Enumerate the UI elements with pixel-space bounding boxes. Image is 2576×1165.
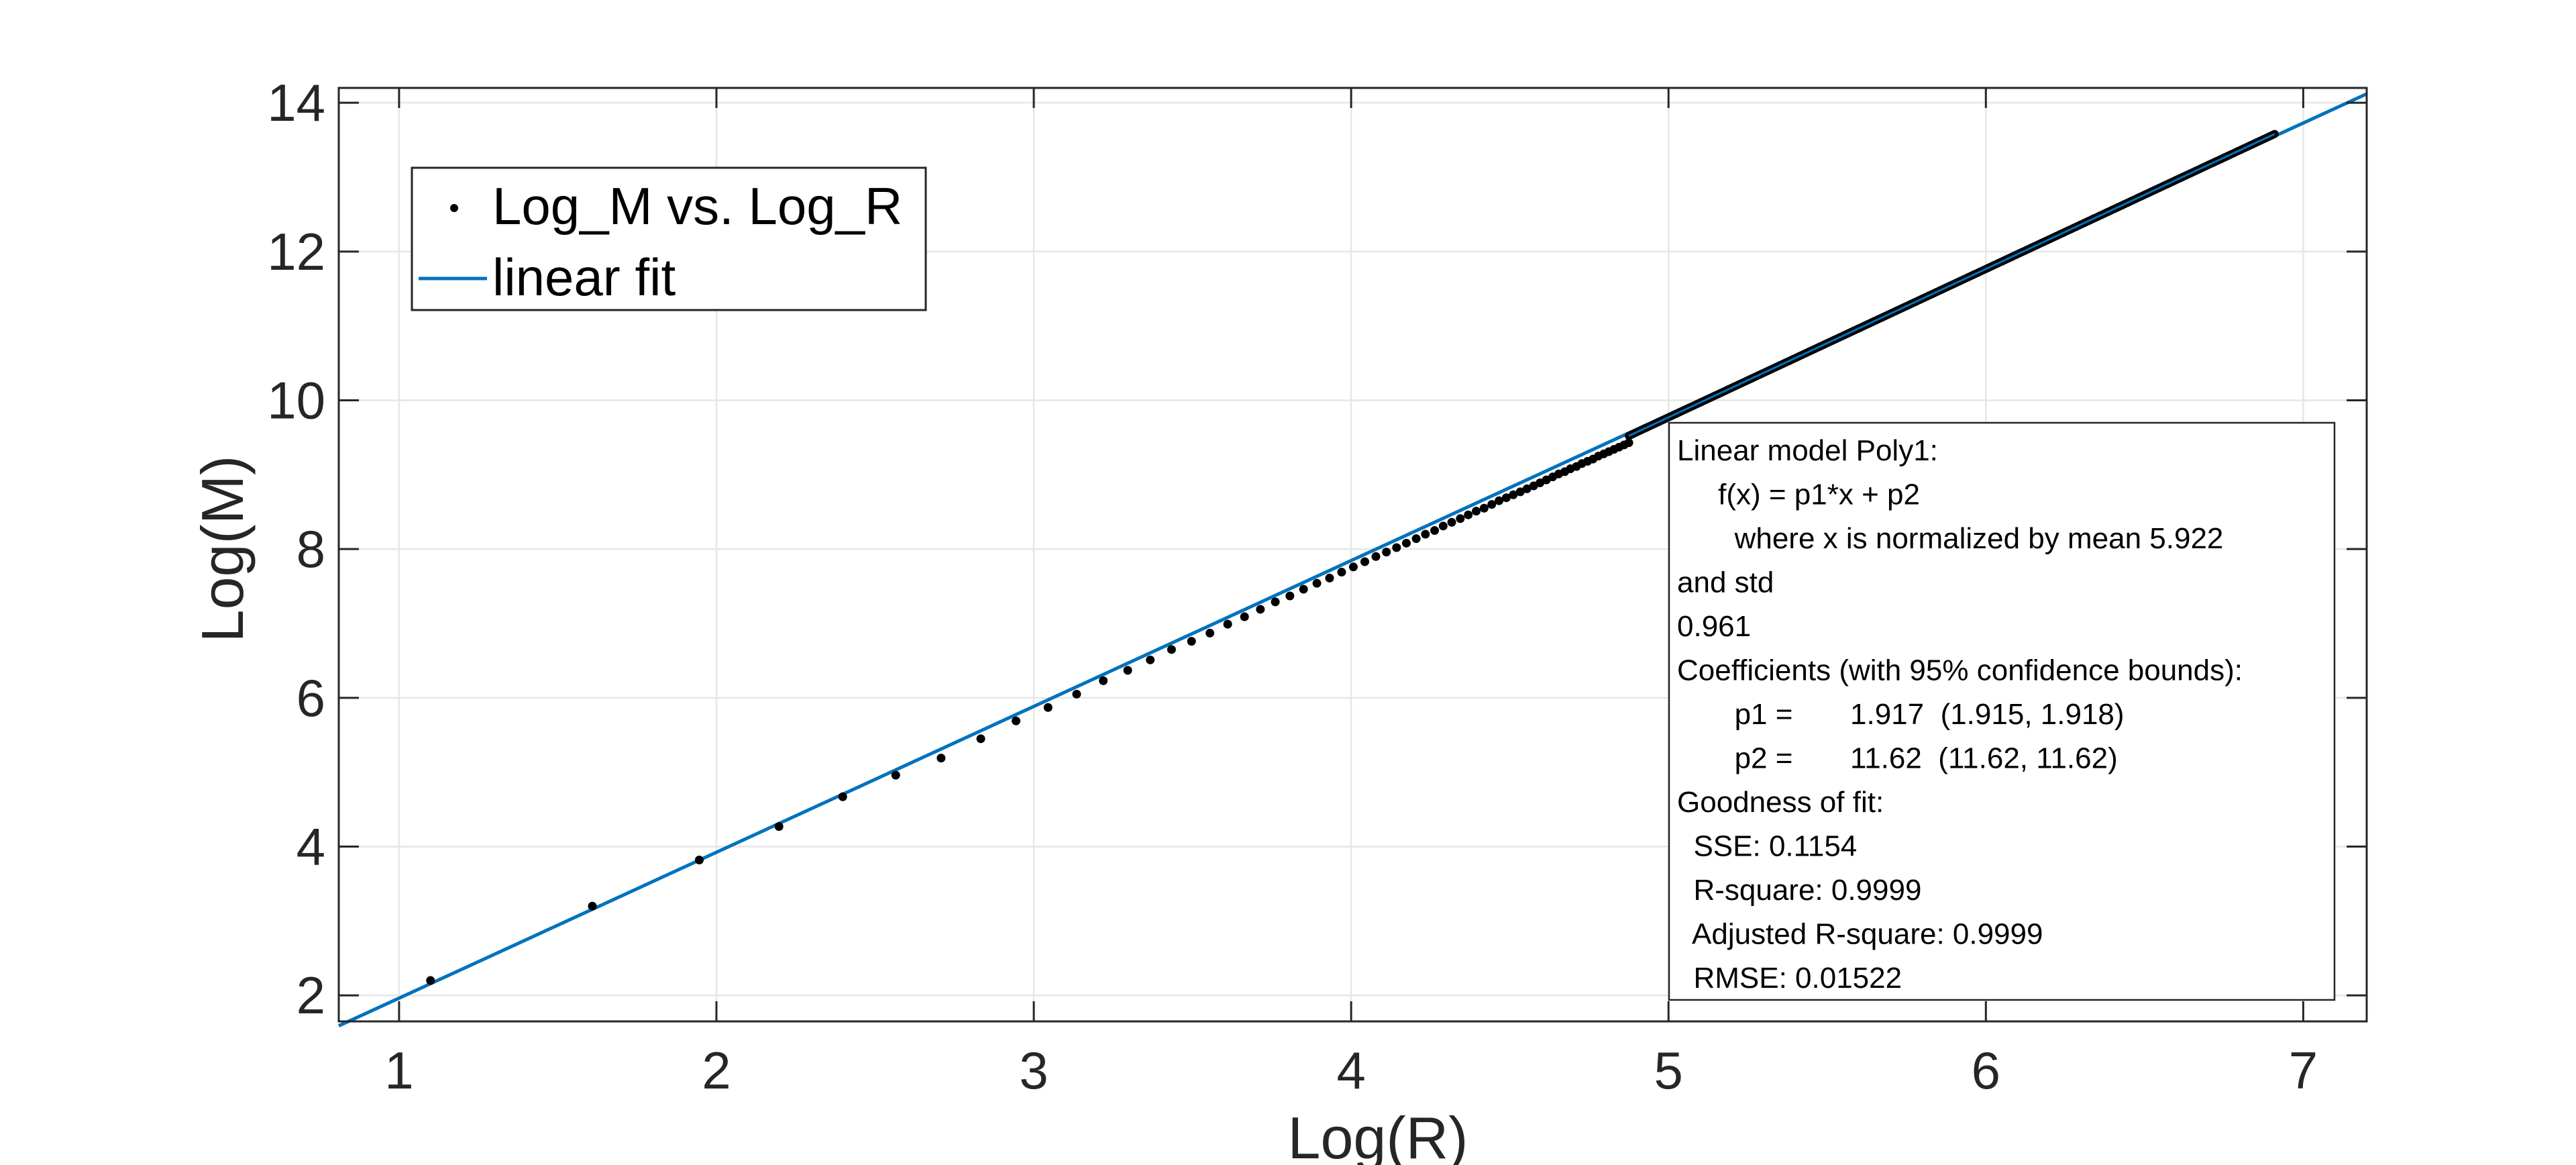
fit-results-line: Adjusted R-square: 0.9999 <box>1677 918 2043 951</box>
data-point <box>1495 496 1504 505</box>
y-tick-label: 4 <box>297 817 325 876</box>
data-point <box>1382 548 1391 557</box>
data-point <box>1167 645 1176 654</box>
fit-results-line: p2 = 11.62 (11.62, 11.62) <box>1677 742 2118 775</box>
data-point <box>1401 538 1411 548</box>
data-point <box>588 901 597 911</box>
x-tick-label: 1 <box>384 1041 413 1100</box>
fit-over-dense-points <box>1628 133 2275 437</box>
data-point <box>1187 637 1196 646</box>
data-point <box>1348 562 1358 572</box>
data-point <box>1487 500 1497 509</box>
data-point <box>1337 568 1346 577</box>
axes-frame <box>337 87 2368 1023</box>
x-tick-label: 7 <box>2289 1041 2318 1100</box>
x-tick-label: 6 <box>1972 1041 2000 1100</box>
data-point <box>1043 703 1053 712</box>
fit-results-line: RMSE: 0.01522 <box>1677 962 1902 995</box>
data-point <box>1240 612 1249 621</box>
legend-dot-marker <box>450 204 458 212</box>
data-point <box>1515 487 1525 497</box>
data-point <box>891 770 900 780</box>
data-point <box>774 822 784 831</box>
data-point <box>1285 591 1295 601</box>
data-point <box>1522 484 1532 493</box>
data-point <box>1371 552 1381 561</box>
data-point <box>1438 521 1448 531</box>
data-point <box>1325 573 1334 582</box>
data-point <box>1392 543 1401 552</box>
data-point <box>936 754 946 763</box>
legend: Log_M vs. Log_R linear fit <box>411 166 927 311</box>
y-tick-label: 8 <box>297 519 325 578</box>
data-series <box>426 130 2279 985</box>
data-point <box>1271 597 1280 607</box>
x-tick-label: 3 <box>1019 1041 1048 1100</box>
x-tick-label: 2 <box>702 1041 731 1100</box>
fit-results-line: Goodness of fit: <box>1677 786 1884 819</box>
fit-results-box: Linear model Poly1: f(x) = p1*x + p2 whe… <box>1668 421 2336 1001</box>
y-tick-label: 12 <box>267 222 325 281</box>
y-tick-label: 10 <box>267 371 325 430</box>
data-point <box>976 734 985 744</box>
fit-results-line: R-square: 0.9999 <box>1677 874 1921 907</box>
data-point <box>1256 605 1265 614</box>
fit-results-line: p1 = 1.917 (1.915, 1.918) <box>1677 698 2125 731</box>
fit-results-line: f(x) = p1*x + p2 <box>1677 478 1920 511</box>
x-axis-label: Log(R) <box>1288 1105 1468 1165</box>
fit-results-line: Linear model Poly1: <box>1677 434 1938 467</box>
data-point <box>1479 503 1489 513</box>
data-point <box>1205 628 1215 638</box>
data-point <box>1501 493 1511 503</box>
data-point <box>1421 529 1430 539</box>
data-point <box>1072 689 1081 699</box>
legend-entry-fit: linear fit <box>492 248 676 307</box>
data-point <box>694 855 704 864</box>
data-point <box>1312 578 1322 588</box>
data-point <box>1223 619 1232 629</box>
data-point <box>1411 534 1421 544</box>
data-point <box>1447 517 1456 527</box>
fit-results-line: 0.961 <box>1677 610 1751 643</box>
y-tick-label: 14 <box>267 73 325 132</box>
fit-results-line: Coefficients (with 95% confidence bounds… <box>1677 654 2243 687</box>
fit-results-line: where x is normalized by mean 5.922 <box>1677 522 2223 555</box>
fit-results-line: SSE: 0.1154 <box>1677 830 1857 863</box>
y-axis-label: Log(M) <box>189 456 256 643</box>
data-point <box>1624 438 1633 448</box>
data-point <box>1430 525 1440 535</box>
data-point <box>1012 716 1021 725</box>
x-tick-label: 5 <box>1654 1041 1683 1100</box>
data-point <box>1472 507 1481 516</box>
x-tick-label: 4 <box>1336 1041 1365 1100</box>
data-point <box>1146 655 1155 664</box>
legend-box <box>411 166 927 311</box>
y-tick-label: 2 <box>297 966 325 1025</box>
data-point <box>1509 490 1518 499</box>
data-point <box>838 792 847 801</box>
fit-results-frame <box>1668 421 2336 1001</box>
data-point <box>1099 676 1108 685</box>
data-point <box>1299 585 1308 594</box>
data-point <box>1464 510 1473 519</box>
data-point <box>426 976 435 985</box>
data-point <box>1123 666 1132 675</box>
data-point <box>1360 557 1369 566</box>
legend-entry-data: Log_M vs. Log_R <box>492 176 902 236</box>
fit-results-line: and std <box>1677 566 1774 599</box>
y-tick-label: 6 <box>297 668 325 727</box>
data-point <box>1456 514 1465 523</box>
